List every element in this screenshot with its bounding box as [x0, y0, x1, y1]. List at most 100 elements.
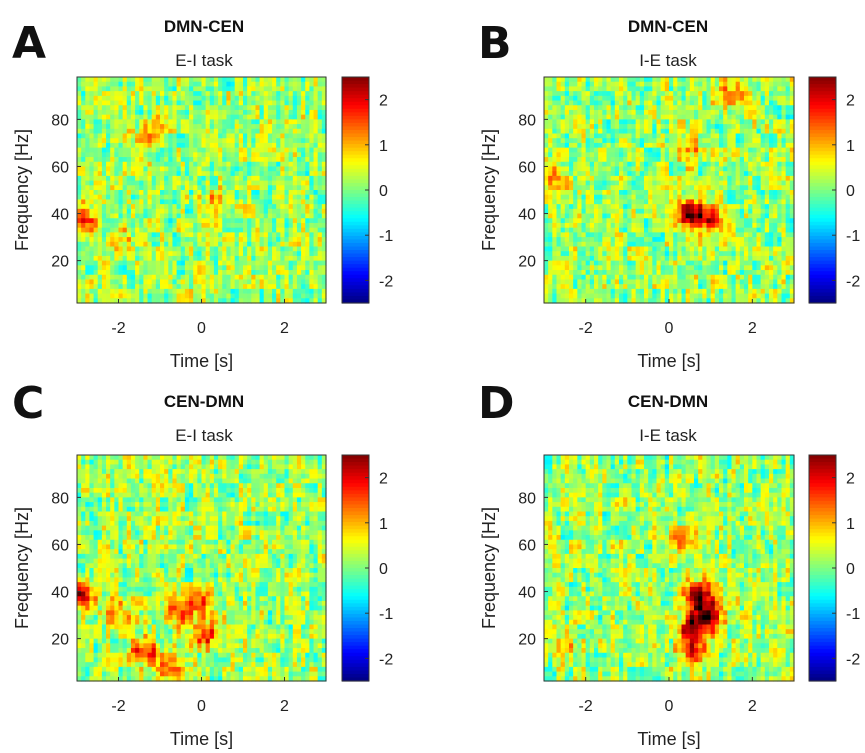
heatmap-cell — [548, 138, 553, 144]
heatmap-cell — [589, 142, 595, 149]
heatmap-cell — [702, 133, 708, 139]
heatmap-cell — [652, 109, 658, 116]
colorbar-step — [342, 182, 369, 188]
heatmap-cell — [193, 293, 198, 299]
heatmap-cell — [151, 208, 157, 215]
heatmap-cell — [296, 270, 302, 276]
heatmap-cell — [317, 293, 323, 299]
heatmap-cell — [317, 100, 323, 106]
heatmap-cell — [118, 199, 124, 205]
heatmap-cell — [619, 237, 624, 243]
heatmap-cell — [164, 270, 169, 276]
heatmap-cell — [648, 204, 653, 210]
heatmap-cell — [585, 284, 591, 290]
heatmap-cell — [598, 241, 603, 248]
heatmap-cell — [714, 128, 720, 135]
heatmap-cell — [106, 222, 111, 229]
heatmap-cell — [263, 128, 269, 135]
heatmap-cell — [660, 284, 666, 290]
heatmap-cell — [631, 204, 637, 210]
heatmap-cell — [201, 279, 207, 285]
heatmap-cell — [189, 288, 194, 295]
heatmap-cell — [197, 208, 203, 215]
heatmap-cell — [644, 279, 649, 285]
heatmap-cell — [305, 298, 310, 304]
heatmap-cell — [698, 204, 703, 210]
heatmap-cell — [147, 77, 153, 83]
colorbar-tick-label: -1 — [379, 228, 393, 245]
heatmap-cell — [292, 138, 298, 144]
heatmap-cell — [710, 270, 716, 276]
heatmap-cell — [631, 109, 637, 116]
heatmap-cell — [147, 157, 153, 163]
heatmap-cell — [631, 251, 637, 257]
heatmap-cell — [644, 91, 649, 97]
heatmap-cell — [313, 255, 319, 262]
heatmap-cell — [160, 246, 165, 252]
heatmap-cell — [243, 152, 248, 158]
heatmap-cell — [664, 138, 670, 144]
heatmap-cell — [564, 251, 570, 257]
heatmap-cell — [564, 194, 570, 201]
heatmap-cell — [243, 190, 248, 196]
heatmap-cell — [585, 128, 591, 135]
heatmap-cell — [147, 86, 153, 92]
heatmap-cell — [581, 105, 587, 111]
heatmap-cell — [213, 293, 219, 299]
heatmap-cell — [201, 147, 207, 153]
heatmap-cell — [681, 251, 687, 257]
heatmap-cell — [89, 190, 95, 196]
y-tick-label: 40 — [51, 207, 69, 224]
heatmap-cell — [164, 194, 169, 201]
heatmap-cell — [106, 265, 111, 271]
heatmap-cell — [598, 251, 603, 257]
heatmap-cell — [180, 284, 186, 290]
heatmap-cell — [184, 274, 190, 281]
heatmap-cell — [581, 237, 587, 243]
heatmap-cell — [135, 218, 140, 224]
heatmap-cell — [702, 147, 708, 153]
heatmap-cell — [602, 77, 608, 83]
heatmap-cell — [155, 128, 161, 135]
heatmap-cell — [573, 241, 578, 248]
heatmap-cell — [180, 124, 186, 130]
heatmap-cell — [685, 213, 691, 219]
heatmap-cell — [197, 161, 203, 168]
heatmap-cell — [623, 180, 628, 186]
heatmap-cell — [585, 100, 591, 106]
heatmap-cell — [267, 241, 273, 248]
heatmap-cell — [610, 246, 616, 252]
heatmap-cell — [193, 298, 198, 304]
heatmap-cell — [243, 166, 248, 172]
heatmap-cell — [552, 246, 558, 252]
heatmap-cell — [606, 241, 612, 248]
heatmap-cell — [301, 237, 306, 243]
heatmap-cell — [585, 213, 591, 219]
heatmap-cell — [213, 152, 219, 158]
heatmap-cell — [110, 241, 115, 248]
heatmap-cell — [594, 298, 599, 304]
heatmap-cell — [209, 274, 215, 281]
heatmap-cell — [577, 142, 583, 149]
heatmap-cell — [160, 251, 165, 257]
heatmap-cell — [656, 152, 662, 158]
heatmap-cell — [585, 95, 591, 102]
heatmap-cell — [110, 208, 115, 215]
heatmap-cell — [648, 128, 653, 135]
heatmap-cell — [189, 237, 194, 243]
heatmap-cell — [585, 232, 591, 238]
heatmap-cell — [292, 284, 298, 290]
heatmap-cell — [284, 241, 290, 248]
heatmap-cell — [544, 213, 549, 219]
heatmap-cell — [694, 255, 699, 262]
heatmap-cell — [548, 284, 553, 290]
heatmap-cell — [623, 91, 628, 97]
heatmap-cell — [309, 232, 315, 238]
heatmap-cell — [143, 175, 149, 182]
heatmap-cell — [321, 124, 327, 130]
chart-title: DMN-CEN — [628, 17, 708, 36]
colorbar-step — [342, 119, 369, 124]
heatmap-cell — [147, 222, 153, 229]
heatmap-cell — [218, 114, 223, 120]
heatmap-cell — [284, 105, 290, 111]
